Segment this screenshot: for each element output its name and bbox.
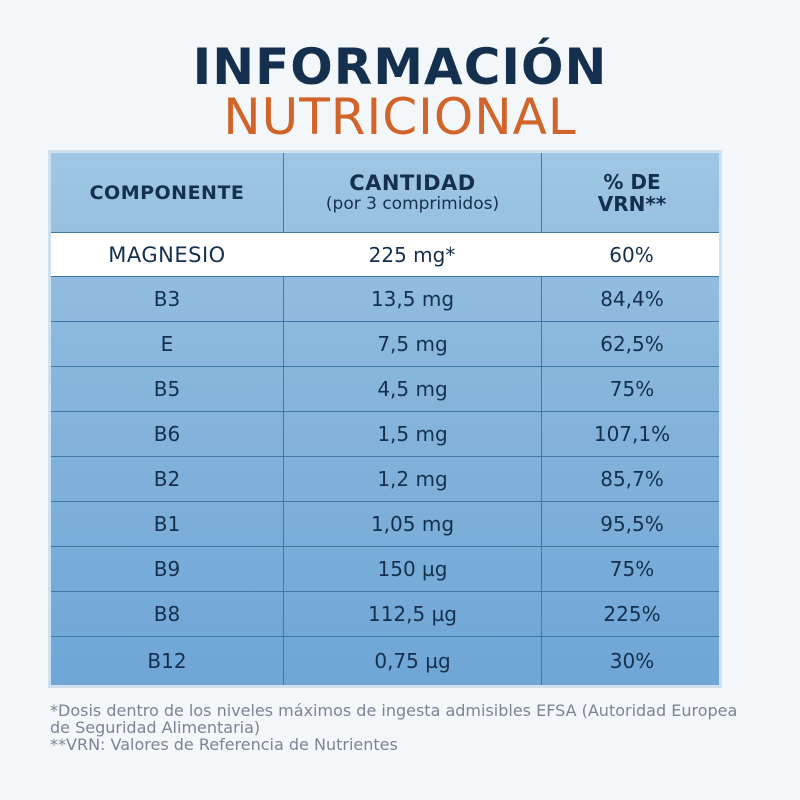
footnote-efsa: *Dosis dentro de los niveles máximos de … [50, 701, 738, 737]
row-vrn: 62,5% [541, 322, 722, 366]
nutrition-table: COMPONENTE CANTIDAD (por 3 comprimidos) … [48, 150, 722, 688]
row-vrn: 95,5% [541, 502, 722, 546]
row-component: B8 [153, 602, 181, 626]
footnote-vrn: **VRN: Valores de Referencia de Nutrient… [50, 735, 398, 754]
header-vrn-line1: % DE [603, 169, 661, 194]
row-component: B3 [153, 287, 181, 311]
row-component: B5 [153, 377, 181, 401]
row-component: B6 [153, 422, 181, 446]
row-vrn: 225% [541, 592, 722, 636]
row-component: B2 [153, 467, 181, 491]
header-amount: CANTIDAD (por 3 comprimidos) [283, 153, 541, 232]
table-row: B2 1,2 mg 85,7% [51, 457, 719, 502]
table-row: B5 4,5 mg 75% [51, 367, 719, 412]
row-component: E [160, 332, 174, 356]
row-amount: 4,5 mg [283, 367, 541, 411]
row-component: B1 [153, 512, 181, 536]
row-amount: 1,05 mg [283, 502, 541, 546]
table-row: MAGNESIO 225 mg* 60% [51, 233, 719, 277]
row-vrn: 75% [541, 367, 722, 411]
row-amount: 1,2 mg [283, 457, 541, 501]
title-line-2: NUTRICIONAL [223, 88, 577, 146]
header-amount-label: CANTIDAD [349, 171, 476, 195]
table-row: B6 1,5 mg 107,1% [51, 412, 719, 457]
row-component: MAGNESIO [108, 242, 226, 267]
row-amount: 150 µg [283, 547, 541, 591]
table-row: B8 112,5 µg 225% [51, 592, 719, 637]
row-component: B9 [153, 557, 181, 581]
header-vrn: % DE VRN** [541, 153, 722, 232]
table-row: B9 150 µg 75% [51, 547, 719, 592]
row-component: B12 [147, 649, 187, 673]
title-line-1: INFORMACIÓN [192, 38, 608, 96]
row-vrn: 107,1% [541, 412, 722, 456]
row-vrn: 84,4% [541, 277, 722, 321]
row-vrn: 60% [609, 242, 654, 267]
row-vrn: 30% [541, 637, 722, 685]
row-amount: 1,5 mg [283, 412, 541, 456]
row-vrn: 85,7% [541, 457, 722, 501]
table-row: B1 1,05 mg 95,5% [51, 502, 719, 547]
row-vrn: 75% [541, 547, 722, 591]
header-component: COMPONENTE [89, 181, 245, 204]
header-amount-sub: (por 3 comprimidos) [325, 194, 500, 214]
header-vrn-line2: VRN** [597, 191, 667, 216]
table-header-row: COMPONENTE CANTIDAD (por 3 comprimidos) … [51, 153, 719, 233]
row-amount: 225 mg* [368, 242, 456, 267]
footnotes: *Dosis dentro de los niveles máximos de … [50, 702, 750, 753]
row-amount: 112,5 µg [283, 592, 541, 636]
row-amount: 7,5 mg [283, 322, 541, 366]
row-amount: 0,75 µg [283, 637, 541, 685]
table-row: B3 13,5 mg 84,4% [51, 277, 719, 322]
table-row: B12 0,75 µg 30% [51, 637, 719, 685]
row-amount: 13,5 mg [283, 277, 541, 321]
table-row: E 7,5 mg 62,5% [51, 322, 719, 367]
